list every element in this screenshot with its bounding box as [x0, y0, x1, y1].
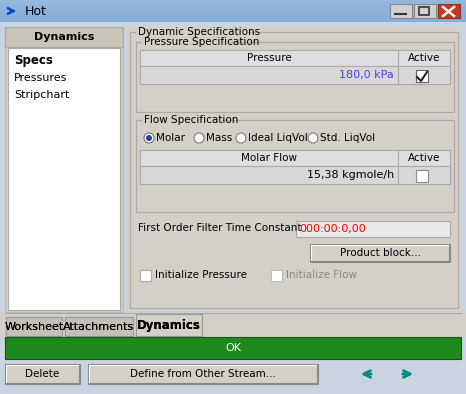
Bar: [5, 337, 461, 359]
Text: Pressures: Pressures: [14, 73, 68, 83]
Bar: [6, 317, 62, 336]
Bar: [140, 150, 450, 166]
Bar: [0, 5, 466, 6]
Bar: [0, 10, 466, 11]
Text: Dynamics: Dynamics: [34, 32, 94, 42]
Bar: [0, 17, 466, 18]
Bar: [0, 9, 466, 10]
Text: Stripchart: Stripchart: [14, 90, 69, 100]
Bar: [0, 19, 466, 20]
Text: Define from Other Stream...: Define from Other Stream...: [130, 369, 276, 379]
Bar: [5, 27, 123, 47]
Bar: [136, 314, 202, 336]
Text: First Order Filter Time Constant: First Order Filter Time Constant: [138, 223, 302, 233]
Text: 15,38 kgmole/h: 15,38 kgmole/h: [307, 170, 394, 180]
Text: Ideal LiqVol: Ideal LiqVol: [248, 133, 308, 143]
Bar: [140, 166, 398, 184]
Bar: [0, 313, 466, 337]
Circle shape: [236, 133, 246, 143]
Bar: [136, 314, 202, 336]
Bar: [0, 12, 466, 13]
Bar: [438, 4, 460, 18]
Bar: [0, 15, 466, 16]
Bar: [0, 14, 466, 15]
Bar: [0, 1, 466, 2]
Text: Hot: Hot: [25, 4, 47, 17]
Bar: [0, 7, 466, 8]
Text: Dynamics: Dynamics: [137, 318, 201, 331]
Text: Initialize Flow: Initialize Flow: [286, 270, 357, 280]
Circle shape: [194, 133, 204, 143]
Text: Pressure: Pressure: [247, 53, 291, 63]
Bar: [136, 120, 454, 212]
Text: 180,0 kPa: 180,0 kPa: [339, 70, 394, 80]
Text: Dynamics: Dynamics: [137, 318, 201, 331]
Bar: [0, 16, 466, 17]
Text: Active: Active: [408, 153, 440, 163]
Bar: [0, 13, 466, 14]
Bar: [136, 42, 454, 112]
Bar: [0, 3, 466, 4]
Text: Attachments: Attachments: [63, 322, 135, 331]
Bar: [0, 21, 466, 22]
Bar: [140, 50, 450, 66]
Bar: [398, 66, 450, 84]
Bar: [310, 244, 450, 262]
Bar: [0, 18, 466, 19]
Bar: [8, 48, 120, 310]
Bar: [0, 4, 466, 5]
Bar: [65, 317, 133, 336]
Bar: [5, 27, 123, 312]
Bar: [0, 0, 466, 1]
Bar: [416, 170, 428, 182]
Text: Dynamic Specifications: Dynamic Specifications: [138, 27, 260, 37]
Bar: [142, 116, 222, 125]
Text: Flow Specification: Flow Specification: [144, 115, 239, 125]
Bar: [0, 8, 466, 9]
Bar: [130, 32, 458, 308]
Text: Std. LiqVol: Std. LiqVol: [320, 133, 375, 143]
Bar: [136, 28, 246, 37]
Bar: [390, 4, 412, 18]
Text: OK: OK: [225, 343, 241, 353]
Bar: [296, 221, 450, 237]
Bar: [419, 7, 429, 15]
Bar: [140, 66, 398, 84]
Bar: [416, 70, 428, 82]
Circle shape: [308, 133, 318, 143]
Text: Molar: Molar: [156, 133, 185, 143]
Bar: [127, 27, 461, 312]
Text: Active: Active: [408, 53, 440, 63]
Circle shape: [144, 133, 154, 143]
Bar: [271, 270, 282, 281]
Text: Mass: Mass: [206, 133, 232, 143]
Text: Attachments: Attachments: [63, 322, 135, 331]
Text: Pressure Specification: Pressure Specification: [144, 37, 260, 47]
Text: Product block...: Product block...: [340, 248, 420, 258]
Bar: [142, 38, 230, 47]
Text: Worksheet: Worksheet: [4, 322, 64, 331]
Circle shape: [146, 135, 152, 141]
Bar: [6, 317, 62, 336]
Bar: [140, 270, 151, 281]
Bar: [0, 2, 466, 3]
Bar: [414, 4, 436, 18]
Text: Specs: Specs: [14, 54, 53, 67]
Bar: [0, 6, 466, 7]
Bar: [65, 317, 133, 336]
Bar: [0, 20, 466, 21]
Bar: [88, 364, 318, 384]
Text: Molar Flow: Molar Flow: [241, 153, 297, 163]
Bar: [5, 364, 80, 384]
Text: Initialize Pressure: Initialize Pressure: [155, 270, 247, 280]
Bar: [0, 11, 466, 12]
Text: 000:00:0,00: 000:00:0,00: [299, 224, 366, 234]
Text: Worksheet: Worksheet: [4, 322, 64, 331]
Bar: [398, 166, 450, 184]
Text: Delete: Delete: [25, 369, 60, 379]
